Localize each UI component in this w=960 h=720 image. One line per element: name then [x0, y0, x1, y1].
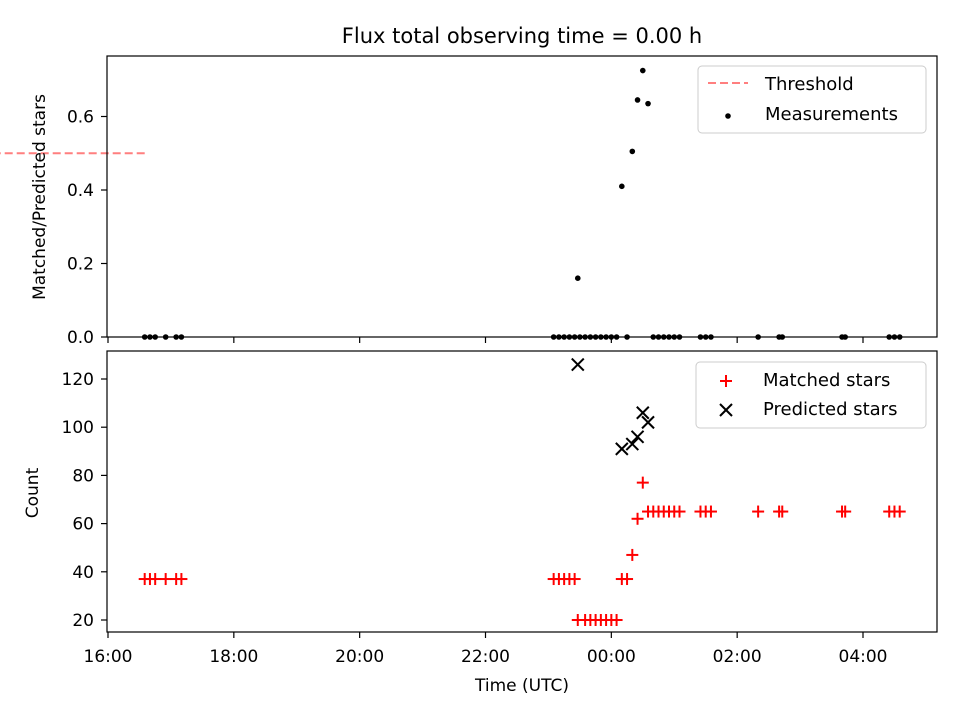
measurement-point	[629, 148, 636, 155]
bottom-x-tick-label: 00:00	[587, 647, 636, 667]
bottom-x-ticks: 16:00 18:00 20:00 22:00 00:00 02:00 04:00	[84, 632, 888, 667]
predicted-point	[630, 430, 645, 444]
legend-predicted-swatch	[719, 403, 733, 417]
bottom-panel: 20 40 60 80 100 120 16:00 18:00 20:00 22:00 00:00…	[23, 350, 938, 696]
bottom-y-axis-label: Count	[23, 467, 43, 518]
top-y-tick-label: 0.2	[67, 255, 94, 275]
top-y-tick-label: 0.0	[67, 328, 94, 348]
top-y-axis-label: Matched/Predicted stars	[30, 94, 50, 300]
top-y-ticks: 0.0 0.2 0.4 0.6	[67, 108, 107, 348]
x-axis-label: Time (UTC)	[474, 676, 569, 696]
matched-point	[159, 573, 172, 586]
bottom-x-tick-label: 20:00	[335, 647, 384, 667]
top-legend: Threshold Measurements	[697, 65, 927, 134]
measurement-point	[619, 183, 625, 190]
predicted-point	[571, 357, 585, 372]
predicted-point	[641, 415, 655, 430]
measurement-point	[639, 67, 646, 74]
bottom-y-tick-label: 120	[62, 370, 94, 390]
bottom-x-tick-label: 16:00	[84, 647, 133, 667]
legend-matched-swatch	[720, 375, 732, 387]
matched-point	[175, 573, 188, 586]
bottom-y-ticks: 20 40 60 80 100 120	[62, 370, 107, 631]
matched-point	[610, 614, 623, 626]
measurement-point	[574, 275, 581, 282]
matched-point	[839, 505, 852, 518]
bottom-y-tick-label: 20	[72, 611, 94, 631]
bottom-y-tick-label: 80	[72, 466, 94, 486]
top-y-tick-label: 0.6	[67, 108, 94, 128]
bottom-y-tick-label: 60	[72, 515, 94, 535]
legend-threshold-label: Threshold	[764, 74, 854, 95]
bottom-legend-box	[695, 361, 927, 429]
matched-point	[893, 505, 906, 518]
matched-point	[673, 505, 686, 518]
matched-point	[636, 476, 649, 489]
chart-title: Flux total observing time = 0.00 h	[342, 24, 702, 48]
bottom-legend: Matched stars Predicted stars	[695, 361, 927, 429]
legend-predicted-label: Predicted stars	[763, 399, 897, 420]
top-y-tick-label: 0.4	[67, 181, 94, 201]
matched-point	[704, 505, 717, 518]
bottom-plot-area	[138, 357, 906, 626]
legend-measurements-label: Measurements	[765, 104, 898, 125]
predicted-point	[615, 442, 629, 456]
measurement-point	[634, 97, 641, 103]
matched-point	[621, 573, 634, 586]
top-x-ticks	[107, 337, 864, 343]
bottom-x-tick-label: 22:00	[461, 647, 510, 667]
bottom-x-tick-label: 02:00	[713, 647, 762, 667]
predicted-point	[625, 437, 640, 451]
matched-point	[149, 573, 162, 586]
legend-measurements-swatch	[725, 113, 731, 119]
bottom-y-tick-label: 100	[62, 418, 94, 438]
top-panel: 0.0 0.2 0.4 0.6 Matched/Predicted stars Thr…	[0, 55, 938, 348]
top-legend-box	[697, 65, 927, 134]
matched-point	[631, 512, 644, 525]
bottom-x-tick-label: 18:00	[209, 647, 258, 667]
legend-matched-label: Matched stars	[763, 370, 890, 391]
matched-point	[626, 548, 639, 561]
bottom-x-tick-label: 04:00	[839, 647, 888, 667]
bottom-y-tick-label: 40	[72, 563, 94, 583]
matched-point	[752, 505, 765, 518]
matched-point	[568, 573, 581, 586]
matched-point	[776, 505, 789, 518]
bottom-axes-frame	[106, 350, 938, 633]
predicted-point	[636, 406, 650, 420]
measurement-point	[645, 100, 651, 107]
top-axes-frame	[106, 55, 938, 338]
